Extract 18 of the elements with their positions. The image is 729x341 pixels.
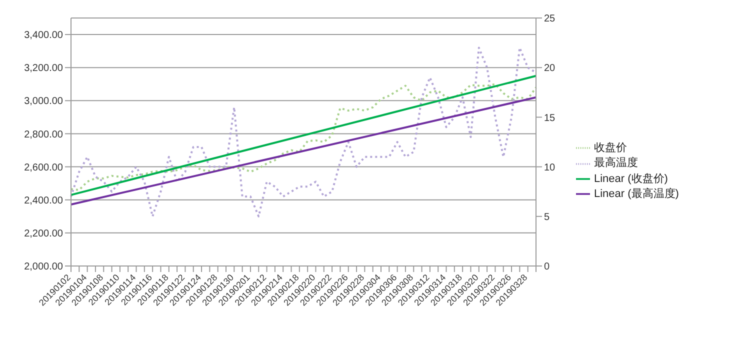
- y-tick-label: 2,200.00: [24, 228, 64, 240]
- y2-tick-label: 5: [544, 212, 550, 223]
- legend-label: Linear (收盘价): [594, 172, 668, 184]
- y-tick-label: 2,800.00: [24, 129, 64, 140]
- legend-label: 最高温度: [594, 157, 638, 170]
- y2-tick-label: 0: [544, 262, 550, 273]
- y-tick-label: 3,200.00: [24, 63, 64, 74]
- y2-tick-label: 20: [544, 63, 556, 74]
- legend-label: Linear (最高温度): [594, 188, 679, 200]
- y-tick-label: 3,000.00: [24, 96, 64, 108]
- y-tick-label: 2,400.00: [24, 195, 64, 206]
- y-tick-label: 3,400.00: [24, 30, 64, 42]
- y-tick-label: 2,000.00: [24, 262, 64, 273]
- y2-tick-label: 25: [544, 14, 556, 25]
- y2-tick-label: 15: [544, 112, 556, 124]
- y-tick-label: 2,600.00: [24, 162, 64, 174]
- y2-tick-label: 10: [544, 162, 556, 174]
- legend-label: 收盘价: [594, 142, 627, 154]
